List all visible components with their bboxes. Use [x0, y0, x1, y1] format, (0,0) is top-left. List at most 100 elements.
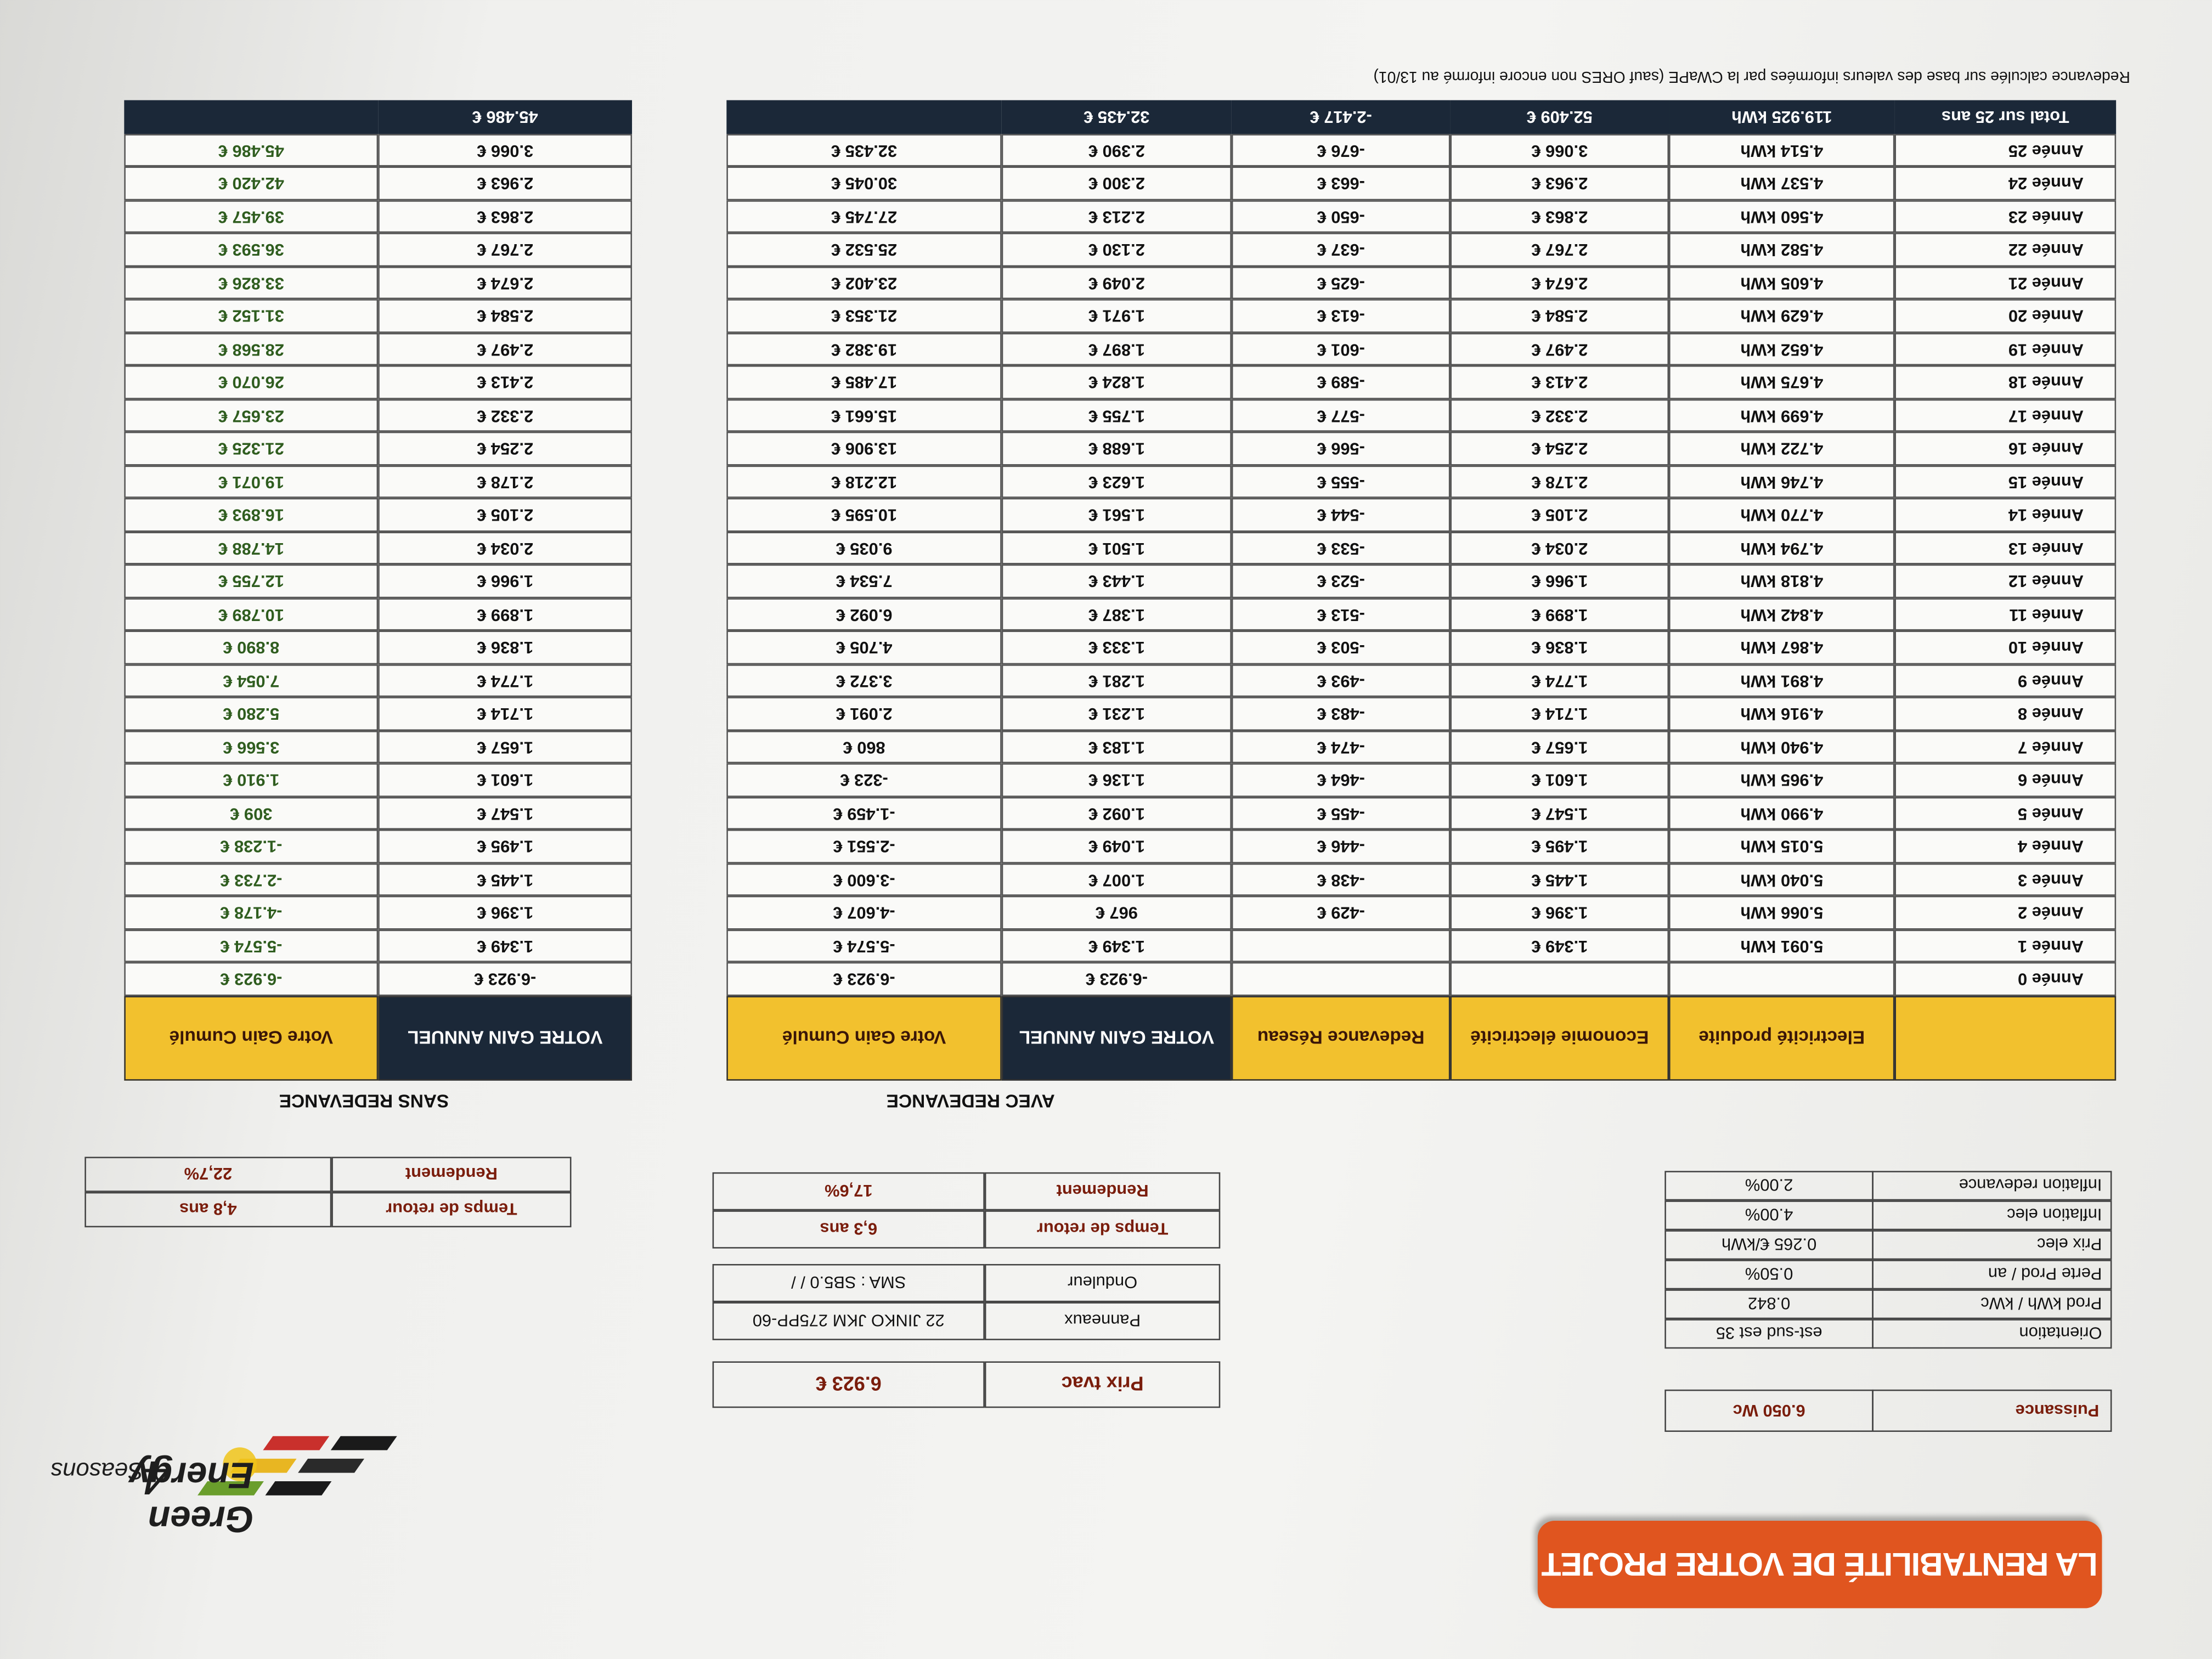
table-cell: 4.770 kWh: [1669, 499, 1895, 532]
table-cell: 2.863 €: [378, 200, 633, 234]
table-cell: 10.789 €: [124, 598, 379, 631]
table-cell: 4.560 kWh: [1669, 200, 1895, 234]
table-cell: 1.897 €: [1001, 332, 1232, 366]
table-cell: 3.566 €: [124, 731, 379, 764]
logo-tagline: Seasons: [50, 1457, 144, 1485]
param-value: est-sud est 35: [1664, 1319, 1874, 1349]
param-label: Inflation redevance: [1872, 1171, 2112, 1201]
table-cell: -6.923 €: [726, 963, 1002, 996]
table-cell: 5.015 kWh: [1669, 830, 1895, 864]
column-header: Votre Gain Cumulé: [726, 996, 1002, 1081]
table-cell: 4.940 kWh: [1669, 731, 1895, 764]
table-cell: 4.965 kWh: [1669, 764, 1895, 797]
table-cell: 1.714 €: [1450, 697, 1669, 731]
table-cell: -493 €: [1231, 664, 1451, 698]
table-cell: 309 €: [124, 797, 379, 831]
table-cell: [1669, 963, 1895, 996]
table-cell: -464 €: [1231, 764, 1451, 797]
table-cell: 21.353 €: [726, 300, 1002, 333]
result-label: Temps de retour: [984, 1210, 1221, 1249]
table-cell: 23.657 €: [124, 399, 379, 433]
table-cell: 16.893 €: [124, 499, 379, 532]
row-label: Année 23: [1894, 200, 2117, 234]
table-cell: 1.445 €: [378, 863, 633, 897]
total-cell: [124, 100, 379, 134]
table-cell: 1.657 €: [378, 731, 633, 764]
param-label: Orientation: [1872, 1319, 2112, 1349]
row-label: Année 7: [1894, 731, 2117, 764]
total-cell: [726, 100, 1002, 134]
table-cell: 1.899 €: [378, 598, 633, 631]
table-cell: 4.582 kWh: [1669, 233, 1895, 267]
table-cell: 1.396 €: [1450, 896, 1669, 930]
table-cell: -446 €: [1231, 830, 1451, 864]
table-cell: 1.007 €: [1001, 863, 1232, 897]
table-cell: 4.867 kWh: [1669, 631, 1895, 665]
table-cell: 27.745 €: [726, 200, 1002, 234]
table-cell: 3.066 €: [378, 134, 633, 167]
table-cell: 19.071 €: [124, 465, 379, 499]
table-cell: 1.495 €: [1450, 830, 1669, 864]
page-title: LA RENTABILITÉ DE VOTRE PROJET: [1542, 1547, 2098, 1584]
table-cell: 8.890 €: [124, 631, 379, 665]
table-cell: 45.486 €: [124, 134, 379, 167]
result-label: Rendement: [331, 1156, 572, 1192]
table-cell: 2.332 €: [378, 399, 633, 433]
table-cell: 2.863 €: [1450, 200, 1669, 234]
row-label: Année 1: [1894, 929, 2117, 963]
result-value: 4,8 ans: [84, 1192, 332, 1228]
param-label: Inflation elec: [1872, 1200, 2112, 1231]
table-cell: 23.402 €: [726, 267, 1002, 300]
row-label: Année 11: [1894, 598, 2117, 631]
table-cell: 1.495 €: [378, 830, 633, 864]
table-cell: 13.906 €: [726, 432, 1002, 466]
table-title: SANS REDEVANCE: [279, 1091, 449, 1113]
table-cell: 36.593 €: [124, 233, 379, 267]
table-cell: 4.818 kWh: [1669, 565, 1895, 599]
table-cell: 25.532 €: [726, 233, 1002, 267]
table-cell: -6.923 €: [1001, 963, 1232, 996]
table-cell: 1.396 €: [378, 896, 633, 930]
table-cell: 1.774 €: [1450, 664, 1669, 698]
table-cell: 5.280 €: [124, 697, 379, 731]
equipment-label: Panneaux: [984, 1302, 1221, 1340]
table-cell: 2.413 €: [1450, 366, 1669, 399]
table-cell: 967 €: [1001, 896, 1232, 930]
table-cell: 1.971 €: [1001, 300, 1232, 333]
table-cell: 1.601 €: [1450, 764, 1669, 797]
table-cell: 4.722 kWh: [1669, 432, 1895, 466]
table-cell: 860 €: [726, 731, 1002, 764]
param-label: Puissance: [1872, 1389, 2112, 1432]
table-cell: 1.547 €: [378, 797, 633, 831]
table-cell: 1.561 €: [1001, 499, 1232, 532]
table-cell: 2.300 €: [1001, 167, 1232, 201]
table-cell: 2.332 €: [1450, 399, 1669, 433]
price-value: 6.923 €: [712, 1361, 985, 1408]
table-cell: 2.674 €: [1450, 267, 1669, 300]
table-cell: 4.842 kWh: [1669, 598, 1895, 631]
equipment-label: Onduleur: [984, 1264, 1221, 1302]
table-cell: -4.607 €: [726, 896, 1002, 930]
table-cell: 1.183 €: [1001, 731, 1232, 764]
param-value: 6.050 Wc: [1664, 1389, 1874, 1432]
table-cell: 2.105 €: [378, 499, 633, 532]
row-label: Année 20: [1894, 300, 2117, 333]
table-cell: 2.963 €: [1450, 167, 1669, 201]
table-cell: 2.034 €: [1450, 532, 1669, 565]
table-cell: -474 €: [1231, 731, 1451, 764]
table-cell: 6.092 €: [726, 598, 1002, 631]
total-cell: 32.435 €: [1001, 100, 1232, 134]
table-cell: 1.387 €: [1001, 598, 1232, 631]
table-cell: 2.049 €: [1001, 267, 1232, 300]
table-cell: 4.652 kWh: [1669, 332, 1895, 366]
table-cell: 4.990 kWh: [1669, 797, 1895, 831]
table-cell: -2.551 €: [726, 830, 1002, 864]
table-cell: 26.070 €: [124, 366, 379, 399]
table-cell: 4.699 kWh: [1669, 399, 1895, 433]
table-cell: 3.372 €: [726, 664, 1002, 698]
total-cell: 119.925 kWh: [1669, 100, 1895, 134]
table-cell: -6.923 €: [378, 963, 633, 996]
table-cell: 4.605 kWh: [1669, 267, 1895, 300]
table-cell: -438 €: [1231, 863, 1451, 897]
table-cell: 4.675 kWh: [1669, 366, 1895, 399]
